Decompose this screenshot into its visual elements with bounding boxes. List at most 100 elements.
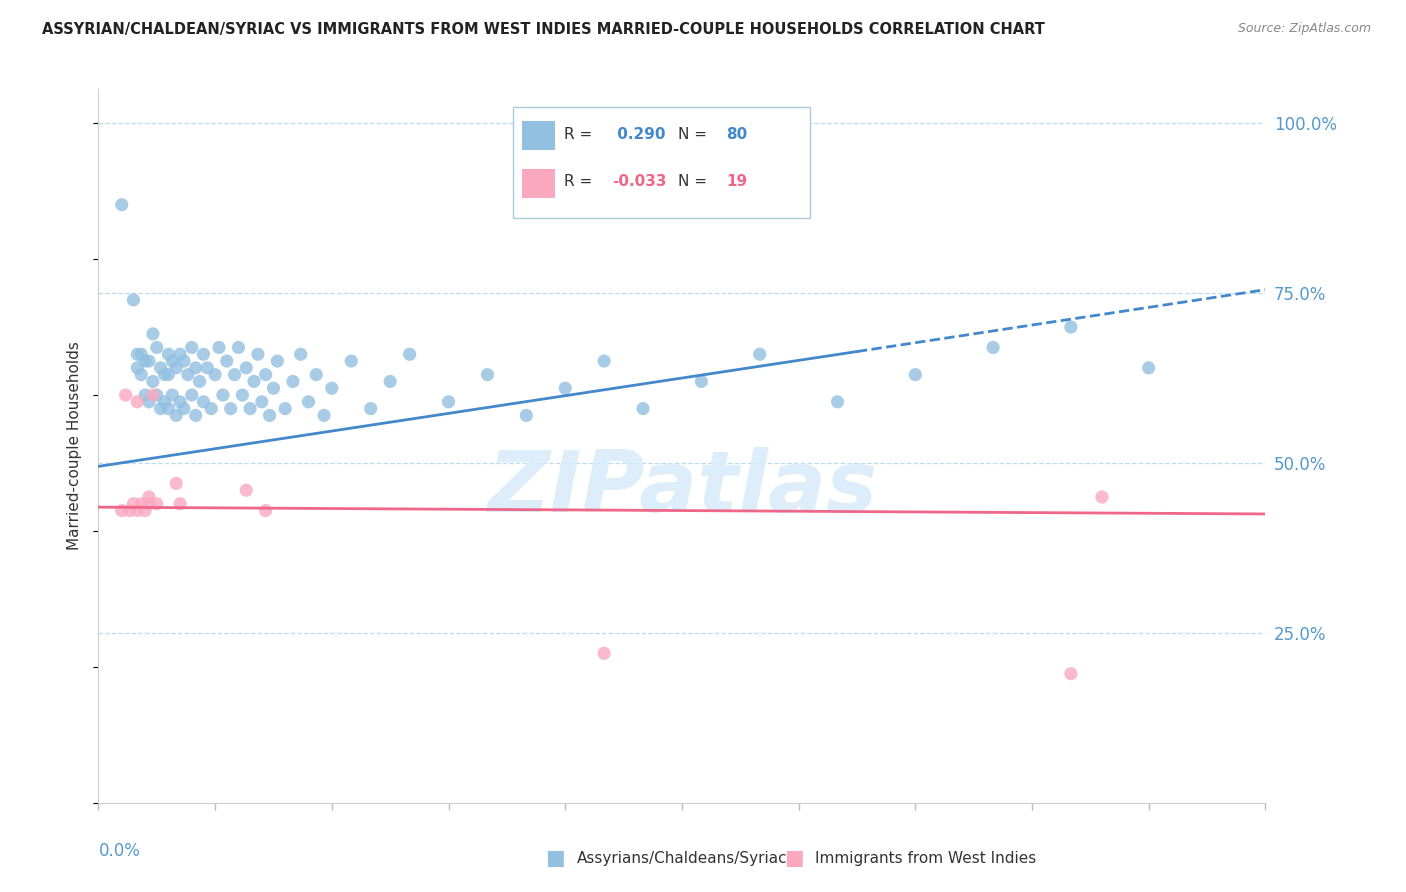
Point (138, 394, 160, 409)
Point (180, 388, 202, 402)
Point (146, 388, 169, 402)
Point (246, 347, 269, 361)
Point (127, 394, 149, 409)
Point (162, 388, 184, 402)
Point (200, 401, 222, 416)
Text: Assyrians/Chaldeans/Syriacs: Assyrians/Chaldeans/Syriacs (576, 851, 794, 865)
Point (259, 409, 281, 423)
Point (169, 347, 191, 361)
Point (165, 476, 187, 491)
Point (138, 497, 160, 511)
Point (173, 354, 195, 368)
Point (297, 394, 319, 409)
Point (235, 483, 257, 498)
Point (219, 401, 242, 416)
Point (477, 368, 499, 382)
Point (134, 503, 156, 517)
Point (1060, 320, 1083, 334)
Point (134, 388, 156, 402)
Point (129, 497, 152, 511)
Point (193, 394, 215, 409)
Point (398, 347, 420, 361)
Point (360, 401, 382, 416)
Point (1091, 490, 1114, 504)
Point (340, 354, 363, 368)
Point (827, 394, 849, 409)
Point (157, 347, 180, 361)
Point (212, 388, 235, 402)
Point (149, 401, 172, 416)
Point (127, 503, 149, 517)
Point (146, 341, 169, 355)
Point (173, 401, 195, 416)
Point (224, 368, 246, 382)
Point (262, 381, 284, 395)
Point (254, 503, 277, 517)
Point (254, 368, 277, 382)
Point (437, 394, 460, 409)
Point (250, 394, 273, 409)
Text: ■: ■ (546, 848, 565, 868)
Point (177, 368, 200, 382)
Point (274, 401, 297, 416)
Point (208, 341, 231, 355)
Point (122, 293, 145, 307)
Point (204, 368, 226, 382)
Point (169, 497, 191, 511)
Point (184, 409, 207, 423)
Point (157, 401, 180, 416)
Point (1137, 360, 1160, 375)
Point (111, 198, 134, 212)
Text: R =: R = (564, 175, 598, 189)
Point (118, 503, 141, 517)
Point (593, 354, 616, 368)
Point (142, 375, 165, 389)
Point (215, 354, 238, 368)
Point (188, 375, 211, 389)
Point (153, 368, 176, 382)
Point (981, 341, 1004, 355)
Text: 80: 80 (727, 127, 748, 142)
Point (281, 375, 304, 389)
Point (243, 375, 266, 389)
Text: ■: ■ (785, 848, 804, 868)
Text: 0.290: 0.290 (612, 127, 665, 142)
Bar (522, 169, 555, 198)
Point (378, 375, 402, 389)
Point (129, 368, 152, 382)
Text: ASSYRIAN/CHALDEAN/SYRIAC VS IMMIGRANTS FROM WEST INDIES MARRIED-COUPLE HOUSEHOLD: ASSYRIAN/CHALDEAN/SYRIAC VS IMMIGRANTS F… (42, 22, 1045, 37)
Point (748, 347, 770, 361)
Point (169, 394, 191, 409)
Point (114, 388, 136, 402)
Point (149, 360, 172, 375)
Point (129, 347, 152, 361)
Point (312, 409, 335, 423)
Point (515, 409, 537, 423)
Text: Immigrants from West Indies: Immigrants from West Indies (815, 851, 1036, 865)
Point (142, 388, 165, 402)
Point (122, 497, 145, 511)
Point (321, 381, 343, 395)
Point (305, 368, 328, 382)
Point (180, 341, 202, 355)
Text: R =: R = (564, 127, 598, 142)
Point (165, 360, 187, 375)
Point (239, 401, 262, 416)
Text: 19: 19 (727, 175, 748, 189)
Point (142, 326, 165, 341)
Bar (522, 121, 555, 150)
Text: N =: N = (679, 127, 713, 142)
Point (1060, 666, 1083, 681)
Point (266, 354, 288, 368)
Point (127, 347, 149, 361)
Point (554, 381, 576, 395)
Point (193, 347, 215, 361)
Point (146, 497, 169, 511)
Text: ZIPatlas: ZIPatlas (486, 447, 877, 531)
Point (138, 354, 160, 368)
Text: N =: N = (679, 175, 713, 189)
Point (904, 368, 927, 382)
Point (127, 360, 149, 375)
Point (162, 354, 184, 368)
Point (153, 394, 176, 409)
